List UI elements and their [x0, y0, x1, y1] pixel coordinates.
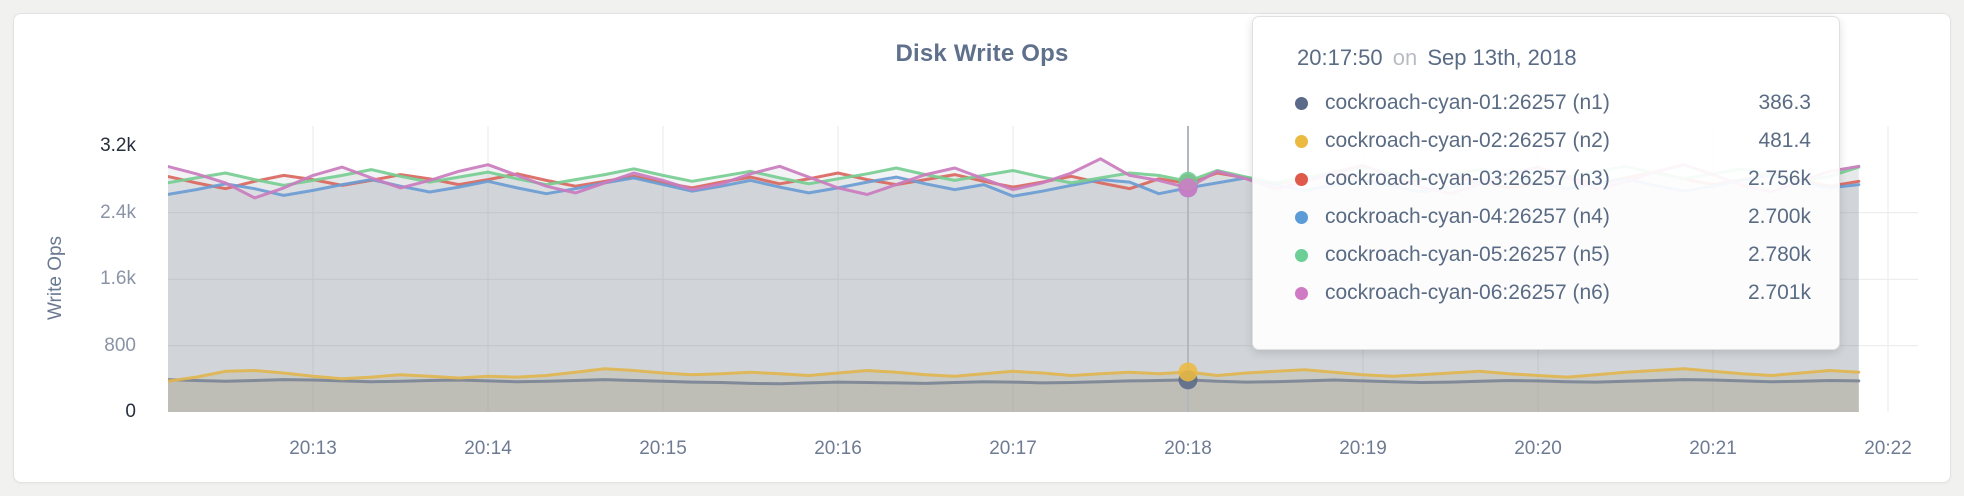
x-tick-label: 20:21 [1689, 438, 1737, 459]
tooltip-series-row: cockroach-cyan-06:26257 (n6) 2.701k [1295, 274, 1813, 312]
tooltip-series-value: 2.700k [1747, 205, 1811, 228]
tooltip-date: Sep 13th, 2018 [1427, 45, 1577, 70]
x-tick-label: 20:16 [814, 438, 862, 459]
tooltip-series-list: cockroach-cyan-01:26257 (n1) 386.3 cockroa… [1295, 84, 1813, 312]
tooltip-series-name: cockroach-cyan-02:26257 (n2) [1325, 129, 1610, 152]
x-tick-label: 20:15 [639, 438, 687, 459]
series-color-dot-icon [1295, 134, 1308, 148]
y-tick-label: 1.6k [100, 268, 136, 289]
y-tick-label: 3.2k [100, 135, 136, 156]
tooltip-series-row: cockroach-cyan-03:26257 (n3) 2.756k [1295, 160, 1813, 198]
series-color-dot-icon [1295, 210, 1308, 224]
tooltip-series-name: cockroach-cyan-01:26257 (n1) [1325, 91, 1610, 114]
x-tick-label: 20:13 [289, 438, 337, 459]
x-tick-label: 20:20 [1514, 438, 1562, 459]
series-color-dot-icon [1295, 248, 1308, 262]
tooltip-series-row: cockroach-cyan-05:26257 (n5) 2.780k [1295, 236, 1813, 274]
chart-card: Disk Write Ops Write Ops 0 800 1.6k 2.4k 3.2… [13, 13, 1951, 483]
y-tick-label: 2.4k [100, 202, 136, 223]
tooltip-series-value: 481.4 [1758, 129, 1811, 152]
tooltip-joiner: on [1392, 45, 1418, 70]
series-color-dot-icon [1295, 286, 1308, 300]
tooltip-series-value: 2.701k [1747, 281, 1811, 304]
y-tick-label: 0 [125, 401, 136, 422]
tooltip-series-row: cockroach-cyan-04:26257 (n4) 2.700k [1295, 198, 1813, 236]
tooltip-time: 20:17:50 [1297, 45, 1383, 70]
x-tick-label: 20:19 [1339, 438, 1387, 459]
tooltip-series-row: cockroach-cyan-01:26257 (n1) 386.3 [1295, 84, 1813, 122]
chart-title: Disk Write Ops [895, 40, 1069, 67]
tooltip-series-name: cockroach-cyan-05:26257 (n5) [1325, 243, 1610, 266]
tooltip-series-name: cockroach-cyan-06:26257 (n6) [1325, 281, 1610, 304]
tooltip-series-value: 2.780k [1747, 243, 1811, 266]
series-color-dot-icon [1295, 96, 1308, 110]
x-tick-label: 20:14 [464, 438, 512, 459]
hover-tooltip: 20:17:50 on Sep 13th, 2018 cockroach-cya… [1252, 16, 1840, 350]
tooltip-series-row: cockroach-cyan-02:26257 (n2) 481.4 [1295, 122, 1813, 160]
series-color-dot-icon [1295, 172, 1308, 186]
tooltip-header: 20:17:50 on Sep 13th, 2018 [1297, 45, 1813, 71]
tooltip-series-value: 386.3 [1758, 91, 1811, 114]
y-tick-label: 800 [104, 335, 136, 356]
tooltip-series-name: cockroach-cyan-03:26257 (n3) [1325, 167, 1610, 190]
x-tick-label: 20:18 [1164, 438, 1212, 459]
x-tick-label: 20:17 [989, 438, 1037, 459]
x-tick-label: 20:22 [1864, 438, 1912, 459]
tooltip-series-value: 2.756k [1747, 167, 1811, 190]
tooltip-series-name: cockroach-cyan-04:26257 (n4) [1325, 205, 1610, 228]
